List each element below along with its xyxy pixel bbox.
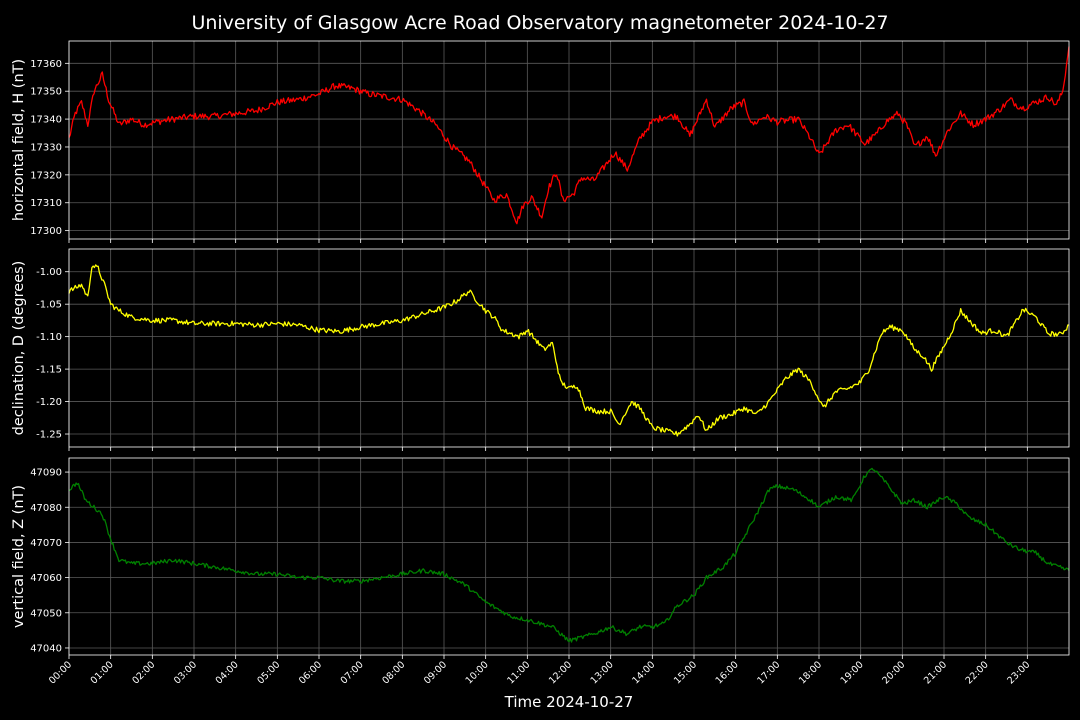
series-line (68, 467, 1070, 643)
x-axis-label: Time 2024-10-27 (504, 693, 634, 711)
y-tick-label: 17330 (30, 142, 62, 153)
y-tick-label: 47060 (30, 573, 62, 584)
y-tick-label: 47090 (30, 468, 62, 479)
y-tick-label: 17310 (30, 198, 62, 209)
y-tick-label: 47040 (30, 643, 62, 654)
y-tick-label: 17360 (30, 59, 62, 70)
y-tick-label: 47070 (30, 538, 62, 549)
y-tick-label: -1.25 (36, 430, 62, 441)
y-axis-label: declination, D (degrees) (11, 261, 27, 436)
y-tick-label: -1.00 (36, 267, 62, 278)
y-axis-label: vertical field, Z (nT) (11, 485, 27, 628)
y-tick-label: 17350 (30, 87, 62, 98)
y-tick-label: 17340 (30, 115, 62, 126)
y-tick-label: 17300 (30, 226, 62, 237)
panel-frame (68, 248, 1070, 448)
y-tick-label: -1.05 (36, 300, 62, 311)
chart-title: University of Glasgow Acre Road Observat… (191, 12, 888, 34)
panel-frame (68, 457, 1070, 656)
y-tick-label: 17320 (30, 170, 62, 181)
y-tick-label: 47080 (30, 503, 62, 514)
series-line (68, 46, 1070, 225)
panel-2: -1.00 -1.05 -1.10 -1.15 -1.20 -1.25 declinatio… (11, 248, 1070, 451)
y-axis-label: horizontal field, H (nT) (11, 59, 27, 221)
y-tick-label: -1.10 (36, 332, 62, 343)
y-tick-label: -1.15 (36, 365, 62, 376)
y-tick-label: -1.20 (36, 397, 62, 408)
panel-frame (68, 40, 1070, 240)
y-tick-label: 47050 (30, 608, 62, 619)
series-line (68, 264, 1069, 437)
panel-1: 17300 17310 17320 17330 17340 17350 17360horiz… (11, 40, 1070, 243)
